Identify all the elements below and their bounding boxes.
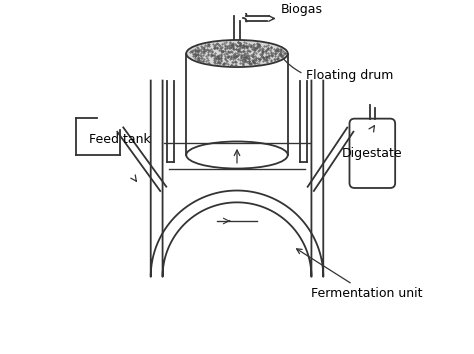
Ellipse shape	[186, 40, 288, 67]
Text: Floating drum: Floating drum	[280, 55, 394, 82]
Text: Digestate: Digestate	[342, 147, 402, 160]
Text: Feed tank: Feed tank	[90, 133, 151, 146]
Text: Biogas: Biogas	[281, 4, 323, 17]
Text: Fermentation unit: Fermentation unit	[297, 249, 423, 300]
